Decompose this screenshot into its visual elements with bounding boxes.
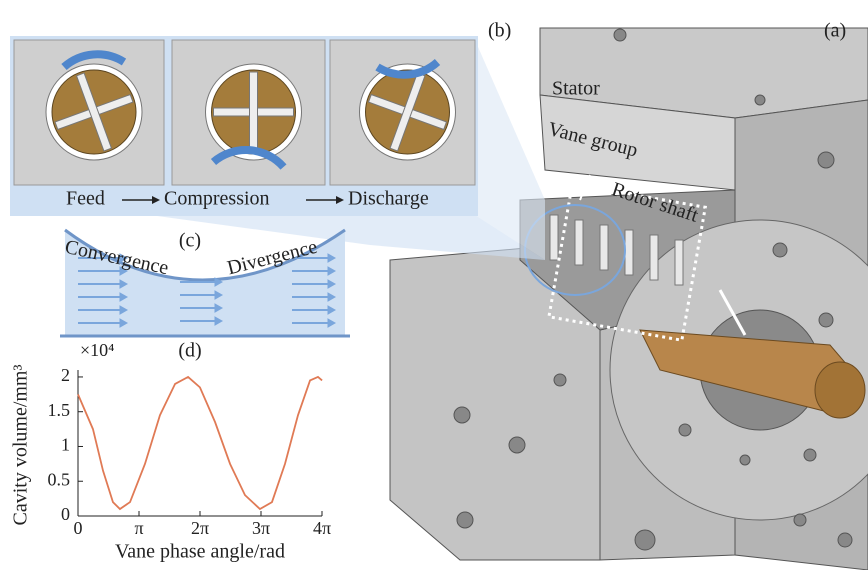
process-step: Discharge	[348, 188, 429, 210]
process-step: Feed	[66, 188, 105, 210]
process-step: Compression	[164, 188, 270, 210]
panel-label: (d)	[178, 340, 201, 362]
x-tick-label: 2π	[191, 518, 209, 538]
y-tick-label: 0	[61, 504, 70, 524]
panel-label: (a)	[824, 20, 846, 42]
y-tick-label: 1.5	[48, 400, 71, 420]
volume-chart: 0 0.5 1 1.5 2 0 π 2π 3π 4π ×10⁴ Vane phase angle/ra…	[10, 340, 331, 562]
y-tick-label: 0.5	[48, 469, 71, 489]
vane	[250, 72, 258, 152]
volume-curve	[78, 377, 322, 509]
page: Feed Compression Discharge (c) Convergen…	[0, 0, 868, 570]
x-axis-label: Vane phase angle/rad	[115, 541, 285, 563]
panel-label: (c)	[179, 230, 201, 252]
y-axis-label: Cavity volume/mm³	[10, 365, 32, 526]
panel-label: (b)	[488, 20, 511, 42]
y-tick-label: 1	[61, 435, 70, 455]
figure: Feed Compression Discharge (c) Convergen…	[0, 0, 868, 570]
x-tick-label: π	[134, 518, 143, 538]
y-tick-label: 2	[61, 365, 70, 385]
x-tick-label: 0	[74, 518, 83, 538]
machine-label: Stator	[552, 78, 600, 100]
y-multiplier: ×10⁴	[80, 340, 114, 360]
x-tick-label: 3π	[252, 518, 270, 538]
x-tick-label: 4π	[313, 518, 331, 538]
